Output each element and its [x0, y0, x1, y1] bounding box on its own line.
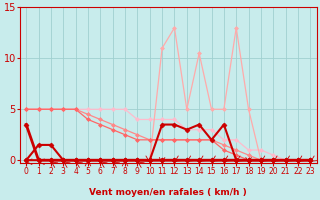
- X-axis label: Vent moyen/en rafales ( km/h ): Vent moyen/en rafales ( km/h ): [89, 188, 247, 197]
